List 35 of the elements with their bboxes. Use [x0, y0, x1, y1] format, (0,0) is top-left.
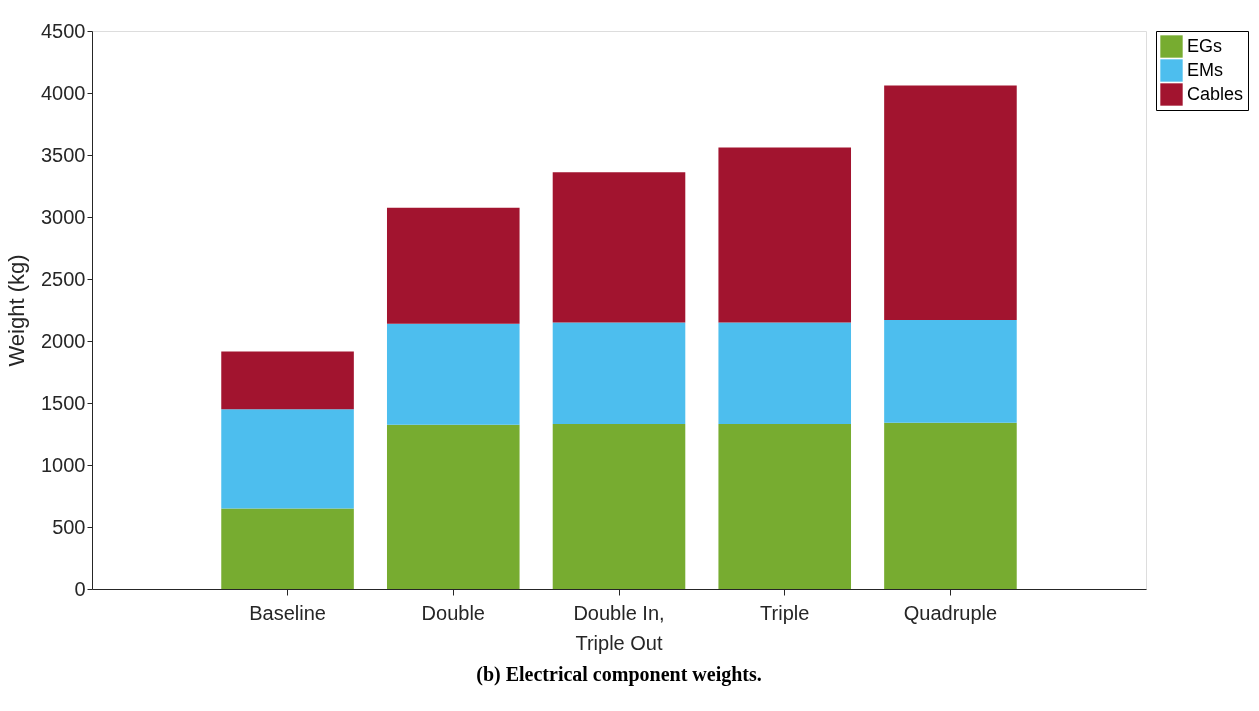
y-tick-label: 2000	[41, 329, 86, 352]
legend-label: EGs	[1187, 35, 1223, 56]
x-tick-label: Double In, Triple Out	[573, 601, 665, 654]
x-tick-label: Triple	[760, 601, 810, 624]
y-tick-label: 2500	[41, 267, 86, 290]
bar	[552, 172, 686, 323]
bar	[386, 424, 520, 589]
bar	[552, 322, 686, 425]
y-tick-label: 4500	[41, 19, 86, 42]
bar	[718, 322, 852, 425]
bar	[884, 422, 1017, 589]
bar	[386, 207, 520, 324]
bar	[221, 351, 354, 410]
y-tick-label: 4000	[41, 81, 86, 104]
bar	[386, 323, 520, 425]
legend-label: EMs	[1187, 59, 1223, 80]
x-tick-label: Double	[421, 601, 485, 624]
bar	[718, 424, 852, 589]
bar	[884, 319, 1017, 423]
bar	[221, 409, 354, 509]
bar	[552, 424, 686, 589]
y-tick-label: 500	[52, 515, 86, 538]
y-axis-title: Weight (kg)	[4, 254, 30, 367]
text: (b) Electrical component weights.	[476, 663, 762, 686]
x-tick-label: Baseline	[249, 601, 326, 624]
x-tick-label: Quadruple	[903, 601, 998, 624]
y-tick-label: 3000	[41, 205, 86, 228]
y-tick-label: 1500	[41, 391, 86, 414]
y-tick-label: 3500	[41, 143, 86, 166]
y-tick-label: 1000	[41, 453, 86, 476]
bar	[718, 147, 852, 323]
bar	[221, 508, 354, 589]
y-tick-label: 0	[74, 577, 86, 600]
bar	[884, 85, 1017, 320]
legend-label: Cables	[1187, 83, 1244, 104]
